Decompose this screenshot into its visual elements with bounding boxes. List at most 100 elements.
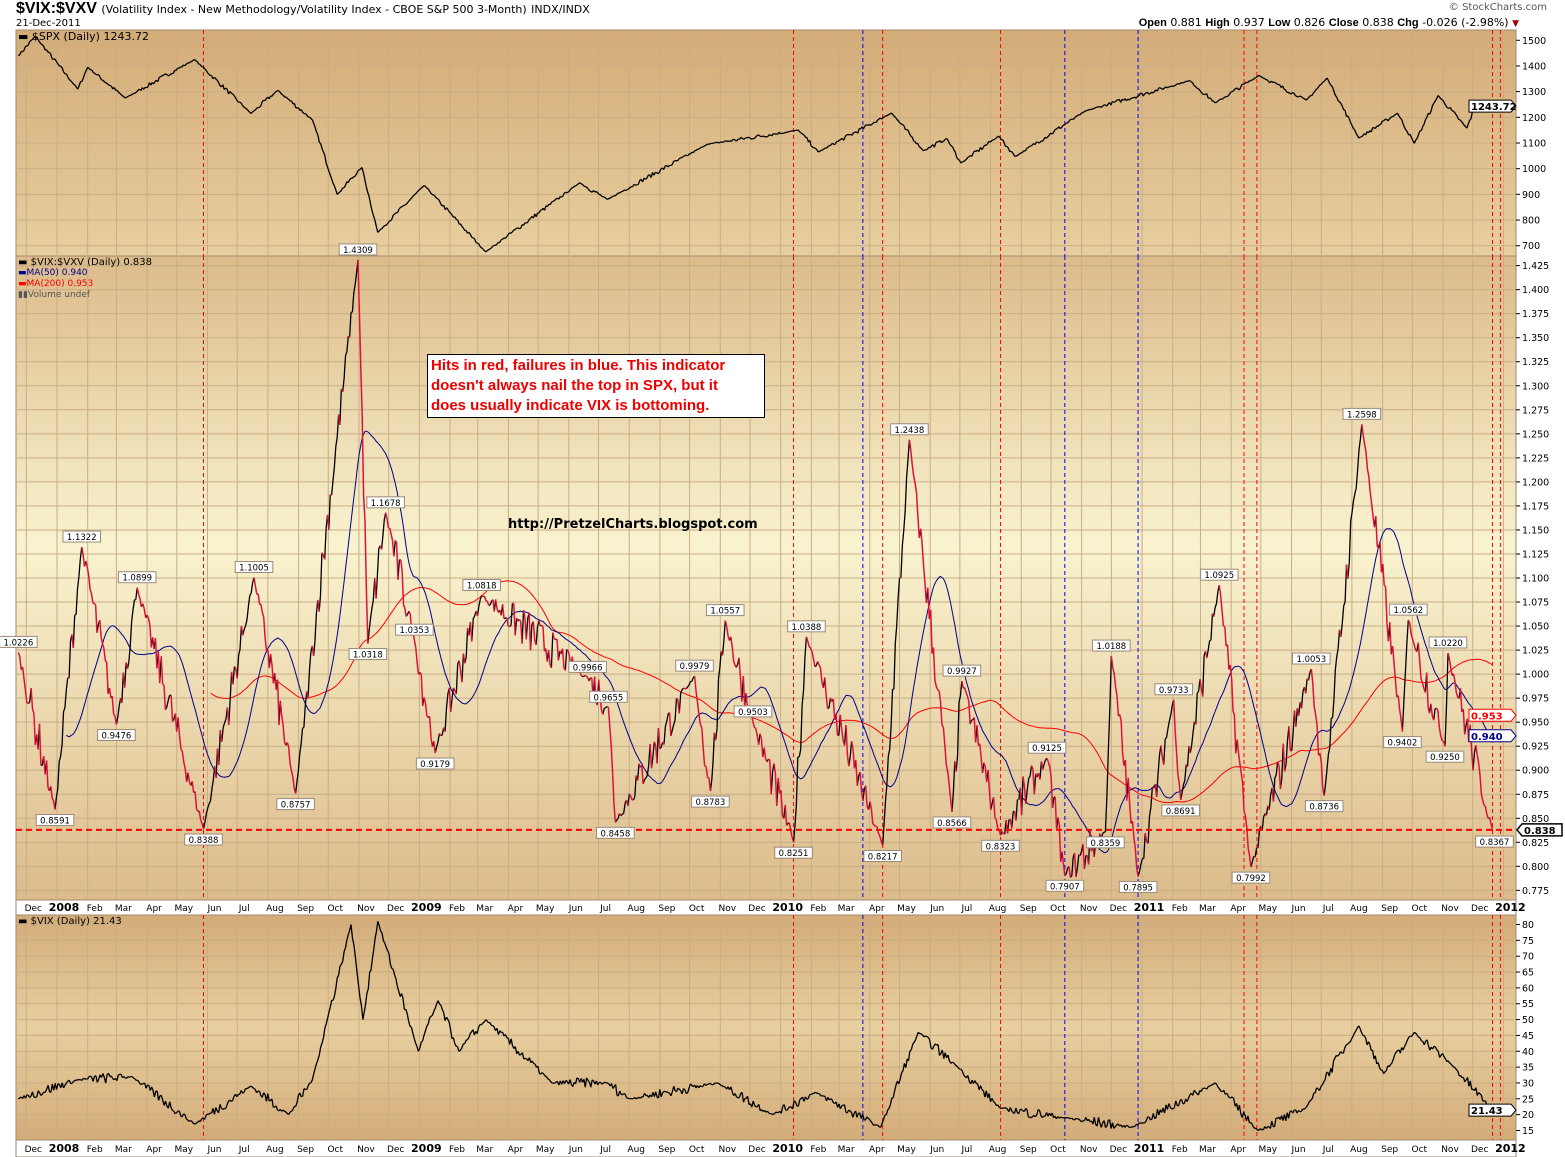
y-tick-label: 1.375 [1522, 309, 1549, 320]
data-label: 0.8783 [696, 798, 726, 808]
data-label: 0.8691 [1166, 807, 1196, 817]
data-label-box [1092, 639, 1131, 652]
data-label: 0.9250 [1430, 753, 1460, 763]
price-tag-text: 0.953 [1471, 711, 1503, 722]
y-tick-label: 55 [1522, 999, 1534, 1010]
price-tag-box [1468, 99, 1517, 113]
data-label-box [234, 561, 274, 574]
legend-ratio: ▬ $VIX:$VXV (Daily) 0.838 [18, 257, 152, 268]
x-tick-label: Jul [960, 1145, 972, 1155]
y-tick-label: 75 [1522, 936, 1534, 947]
data-label-box [932, 816, 972, 829]
data-label: 1.1005 [239, 564, 269, 574]
x-tick-label: Sep [658, 1145, 675, 1155]
y-tick-label: 50 [1522, 1015, 1534, 1026]
x-tick-label: Apr [146, 1145, 162, 1155]
data-label: 0.7907 [1050, 882, 1080, 892]
x-tick-label: Oct [1050, 904, 1066, 914]
chart-date: 21-Dec-2011 [16, 18, 81, 29]
data-label: 0.7992 [1236, 874, 1266, 884]
y-tick-label: 30 [1522, 1078, 1534, 1089]
price-tag-box [1468, 708, 1517, 722]
y-tick-label: 1.275 [1522, 405, 1549, 416]
y-tick-label: 65 [1522, 968, 1534, 979]
x-tick-label: Sep [1381, 904, 1398, 914]
x-tick-label: May [897, 1145, 916, 1155]
ma50-line [66, 430, 1493, 854]
x-tick-label: Sep [1020, 1145, 1037, 1155]
data-label-box [1118, 880, 1158, 893]
data-label: 0.9402 [1388, 739, 1418, 749]
legend-ma200: ▬MA(200) 0.953 [18, 279, 94, 289]
x-tick-label: Nov [1441, 1145, 1459, 1155]
y-tick-label: 0.800 [1522, 862, 1549, 873]
ratio-last-tag: 0.940 [1468, 729, 1517, 743]
data-label-box [0, 635, 38, 648]
legend-vix: ▬ $VIX (Daily) 21.43 [18, 916, 122, 927]
legend-line-icon: ▬ [18, 916, 31, 927]
y-tick-label: 1300 [1522, 87, 1546, 98]
y-tick-label: 60 [1522, 983, 1534, 994]
x-tick-label: Aug [627, 1145, 645, 1155]
blog-url[interactable]: http://PretzelCharts.blogspot.com [508, 517, 758, 532]
y-tick-label: 1.100 [1522, 574, 1549, 585]
data-label-box [1428, 636, 1468, 649]
price-tag-text: 1243.72 [1471, 102, 1517, 113]
legend-vix-text: $VIX (Daily) 21.43 [30, 916, 122, 927]
open-label: Open [1138, 17, 1167, 29]
data-label: 1.0188 [1096, 642, 1126, 652]
vix-last-tag: 21.43 [1468, 1103, 1517, 1117]
vix-panel [15, 914, 1517, 1141]
annotation-line: does usually indicate VIX is bottoming. [431, 397, 710, 414]
y-tick-label: 1.125 [1522, 549, 1549, 560]
x-tick-label: Mar [115, 1145, 132, 1155]
data-label-box [1383, 736, 1422, 749]
x-tick-label: Oct [327, 904, 343, 914]
data-label: 1.0226 [4, 638, 34, 648]
x-tick-label: 2011 [1134, 1142, 1165, 1155]
data-label-box [942, 664, 982, 677]
x-tick-label: May [174, 904, 193, 914]
x-tick-label: 2008 [49, 901, 80, 914]
data-label-box [733, 705, 773, 718]
data-label: 1.4309 [343, 246, 373, 256]
close-label: Close [1328, 17, 1359, 29]
y-tick-label: 1.350 [1522, 333, 1549, 344]
y-tick-label: 35 [1522, 1063, 1534, 1074]
y-tick-label: 0.925 [1522, 742, 1549, 753]
x-tick-label: 2012 [1495, 1142, 1526, 1155]
data-label-box [1199, 568, 1239, 581]
x-tick-label: Feb [810, 1145, 826, 1155]
y-tick-label: 1.000 [1522, 670, 1549, 681]
y-tick-label: 1.400 [1522, 285, 1549, 296]
y-tick-label: 1.025 [1522, 646, 1549, 657]
data-label: 1.0899 [122, 574, 152, 584]
data-label: 0.8367 [1480, 838, 1510, 848]
data-label: 1.0925 [1204, 571, 1234, 581]
x-tick-label: Mar [476, 904, 493, 914]
x-tick-label: May [536, 904, 555, 914]
legend-ma50: ▬MA(50) 0.940 [18, 268, 88, 278]
y-tick-label: 20 [1522, 1110, 1534, 1121]
x-tick-label: Nov [357, 1145, 375, 1155]
data-label: 0.9927 [947, 667, 977, 677]
x-tick-label: Dec [748, 904, 765, 914]
x-tick-label: Feb [87, 904, 103, 914]
legend-volume: ▮▮Volume undef [18, 290, 90, 301]
x-tick-label: Nov [1080, 1145, 1098, 1155]
data-label-box [395, 623, 434, 636]
spx-line-up [18, 35, 1493, 253]
data-label-box [1475, 835, 1514, 848]
volume-bars-icon: ▮▮ [18, 290, 28, 300]
chart-title: $VIX:$VXV (Volatility Index - New Method… [16, 0, 590, 18]
data-label-box [774, 846, 813, 859]
y-tick-label: 1.175 [1522, 501, 1549, 512]
data-label: 0.9503 [738, 708, 768, 718]
x-tick-label: Jun [206, 1145, 221, 1155]
x-tick-label: Apr [869, 1145, 885, 1155]
x-tick-label: Jun [1290, 1145, 1305, 1155]
data-label-box [890, 423, 929, 436]
x-tick-label: Aug [266, 904, 284, 914]
x-tick-label: Aug [1350, 904, 1368, 914]
data-label-box [348, 648, 388, 661]
